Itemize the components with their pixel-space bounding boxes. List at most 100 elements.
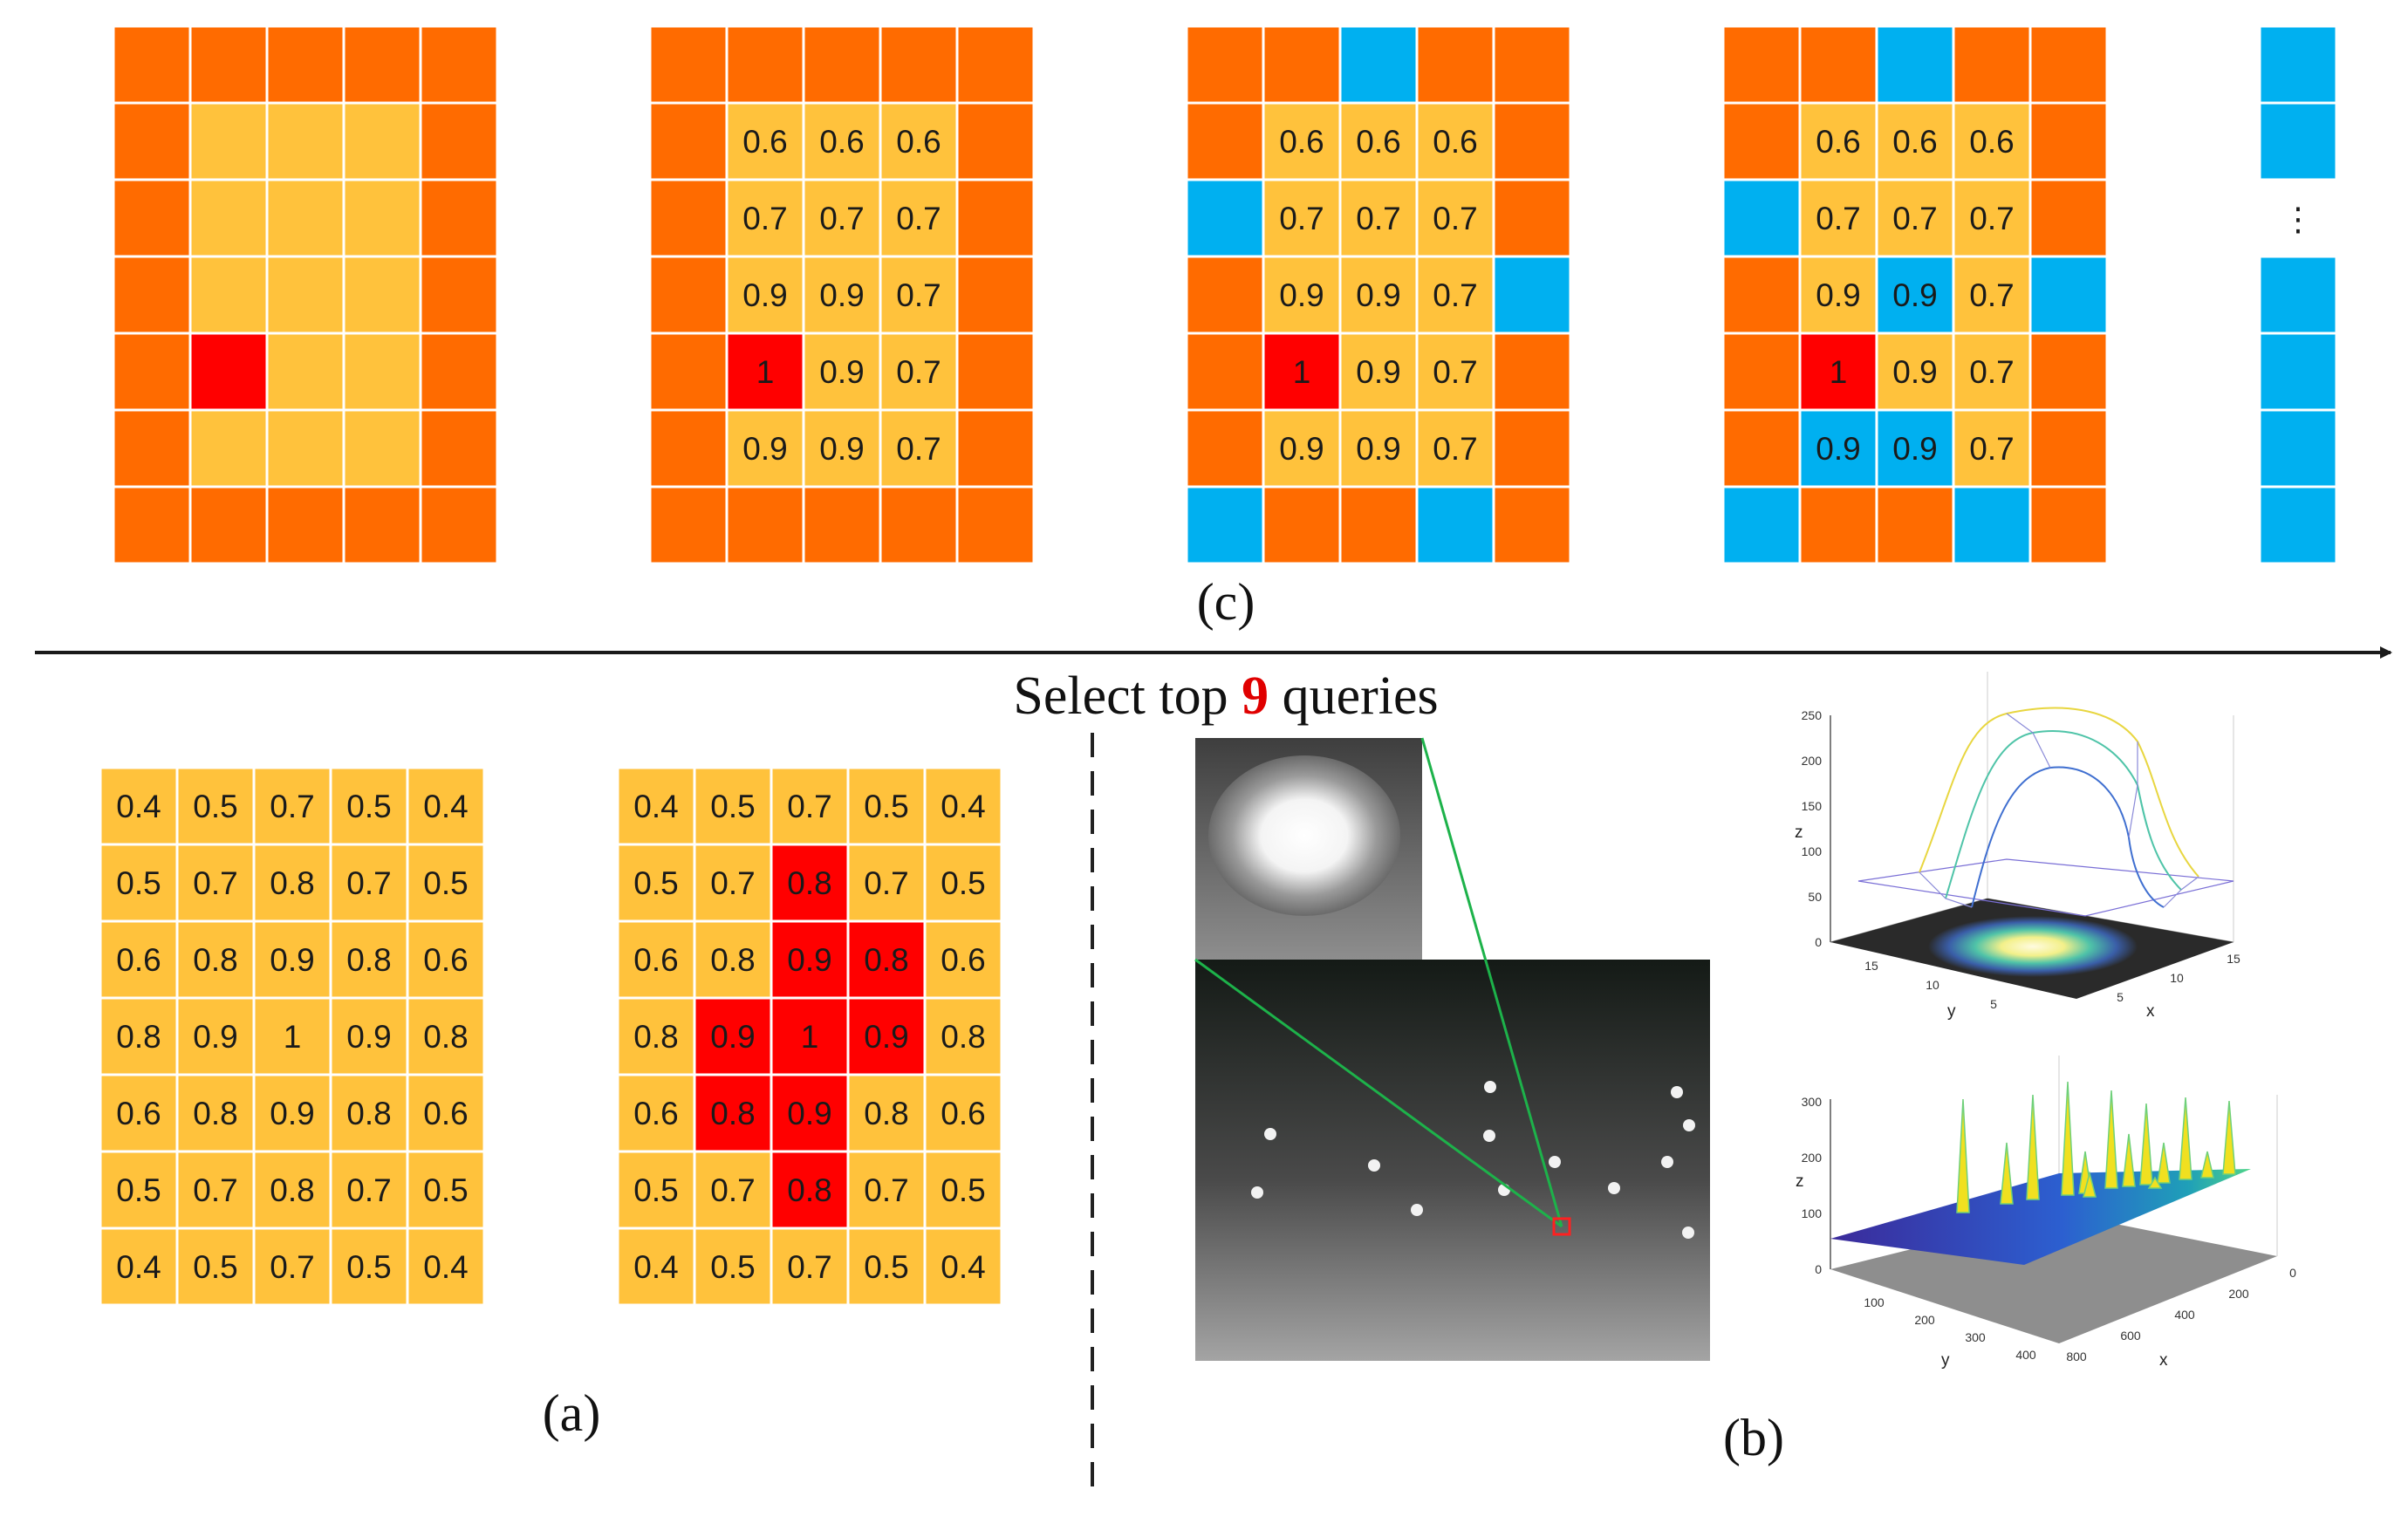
cell-value: 0.9 [1892,277,1937,313]
grid-cell [802,485,882,565]
cell-value: 0.5 [193,1249,237,1285]
target-star [1483,1130,1495,1142]
selected-query-cell [2258,485,2338,565]
cell-value: 0.9 [1356,277,1400,313]
grid-cell [406,766,486,846]
cell-value: 0.8 [193,1096,237,1131]
grid-cell [1952,408,2032,489]
cell-value: 0.7 [346,1172,391,1208]
cell-value: 0.7 [1433,277,1477,313]
cell-value: 0.6 [423,1096,468,1131]
cell-value: 0.9 [1279,277,1324,313]
grid-cell [342,331,422,412]
grid-cell [1185,24,1265,105]
z-tick: 100 [1802,844,1823,858]
target-star [1549,1156,1561,1168]
cell-value: 0.7 [787,789,831,824]
cell-value: 0.8 [270,1172,314,1208]
cell-value: 0.9 [819,354,864,390]
cell-value: 0.5 [423,865,468,901]
grid-cell [188,24,269,105]
target-star [1682,1227,1694,1239]
grid-cell [648,331,729,412]
grid-cell [99,919,179,1000]
y-tick: 400 [2015,1348,2036,1362]
grid-cell [419,24,499,105]
grid-cell [188,178,269,258]
grid-a-top-nine: 0.4 0.5 0.7 0.5 0.4 0.5 0.7 0.8 0.7 0.5 0.6 0.8 0.9 0… [616,766,1003,1307]
cell-value: 0.8 [710,942,755,978]
surface-spike [2122,1133,2136,1187]
y-tick: 5 [1990,997,1997,1011]
grid-cell [342,485,422,565]
cell-value: 0.7 [710,865,755,901]
cell-value: 0.7 [1969,277,2014,313]
grid-cell [406,843,486,923]
cell-value: 0.8 [423,1019,468,1055]
surface-spike [2157,1142,2171,1184]
grid-cell [419,331,499,412]
x-tick: 800 [2066,1350,2087,1363]
grid-cell [252,1227,332,1307]
cell-value: 0.7 [1356,201,1400,236]
z-tick: 0 [1815,935,1822,949]
grid-cell [616,1227,696,1307]
grid-cell [923,996,1003,1076]
target-star [1661,1156,1673,1168]
cell-value: 0.7 [270,1249,314,1285]
z-tick: 50 [1808,890,1822,904]
grid-c-blue-full: 0.6 0.6 0.6 0.7 0.7 0.7 0.9 0.9 0.7 1 0.9 0.7 0.9 0.9… [1721,24,2109,565]
x-tick: 15 [2227,952,2240,966]
grid-cell [1492,178,1572,258]
z-tick: 100 [1802,1206,1823,1220]
grid-cell [2028,178,2109,258]
cell-value: 0.8 [864,1096,908,1131]
cell-value: 0.7 [742,201,787,236]
grid-cell [252,1073,332,1153]
grid-cell [923,1227,1003,1307]
cell-value: 0.8 [270,865,314,901]
grid-cell [112,101,192,181]
cell-value: 0.7 [346,865,391,901]
cell-value: 0.5 [116,865,161,901]
grid-cell [725,24,805,105]
cell-value: 0.5 [633,865,678,901]
cell-value: 0.9 [1892,431,1937,467]
cell-value: 0.6 [1969,124,2014,160]
surface-spike [2222,1100,2236,1175]
cell-value: 0.7 [896,354,941,390]
grid-cell [188,255,269,335]
cell-value: 0.7 [193,865,237,901]
grid-cell [112,255,192,335]
cell-value: 0.6 [1816,124,1860,160]
grid-cell [99,1073,179,1153]
cell-value: 0.5 [633,1172,678,1208]
cell-value: 0.4 [423,789,468,824]
cell-value: 0.9 [270,942,314,978]
ellipsis: ⋮ [2282,202,2315,237]
grid-c-initial [112,24,499,565]
grid-cell [1492,485,1572,565]
cell-value: 0.7 [864,1172,908,1208]
y-axis-label: y [1947,1002,1956,1021]
cell-value: 1 [284,1019,302,1055]
grid-cell [1492,101,1572,181]
grid-cell [1492,24,1572,105]
grid-cell [1338,408,1419,489]
grid-cell [265,24,345,105]
x-tick: 10 [2170,971,2184,985]
grid-a-scores: 0.4 0.5 0.7 0.5 0.4 0.5 0.7 0.8 0.7 0.5 0.6 0.8 0.9 0… [99,766,486,1307]
target-star [1484,1081,1496,1093]
grid-cell [265,331,345,412]
cell-value: 0.6 [941,1096,985,1131]
grid-cell [955,485,1036,565]
grid-cell [846,1150,927,1230]
grid-cell [188,485,269,565]
grid-cell [616,1150,696,1230]
grid-cell [1492,255,1572,335]
cell-value: 0.8 [346,1096,391,1131]
grid-cell [1185,408,1265,489]
grid-cell [648,255,729,335]
cell-value: 0.7 [819,201,864,236]
plot-top-ticks: 0 50 100 150 200 250 15 10 5 5 10 15 z y x [1795,708,2240,1021]
